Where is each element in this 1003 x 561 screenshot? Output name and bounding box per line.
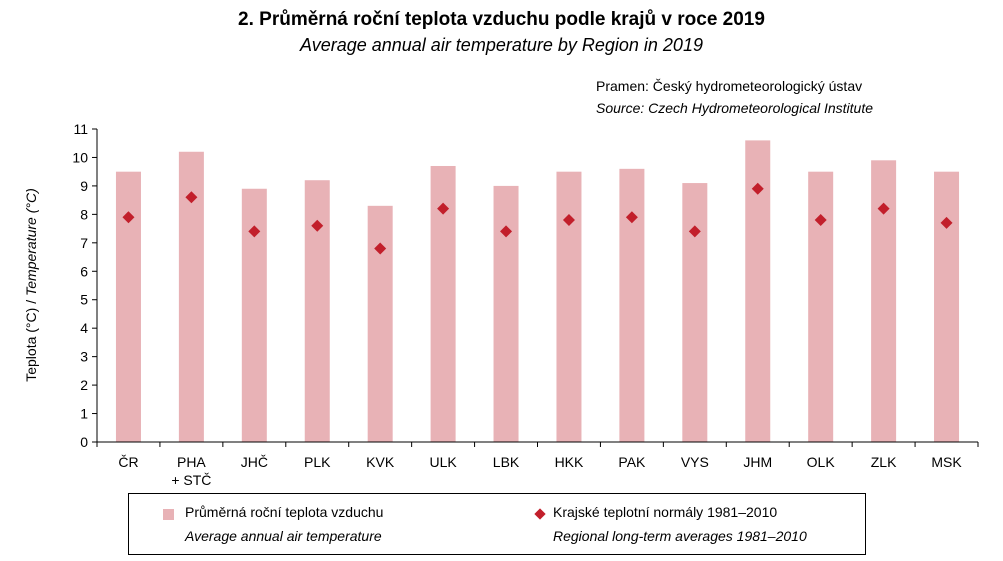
x-tick-label: KVK: [366, 454, 395, 470]
normal-marker: [688, 225, 701, 238]
y-tick-label: 4: [80, 320, 88, 336]
y-tick-label: 2: [80, 377, 88, 393]
source-en: Source: Czech Hydrometeorological Instit…: [596, 100, 874, 116]
y-axis-title-en: Temperature (°C): [23, 188, 39, 296]
bar: [934, 171, 960, 442]
bar: [493, 185, 519, 442]
normal-marker: [122, 211, 135, 224]
x-tick-label: PLK: [304, 454, 331, 470]
normal-marker: [751, 182, 764, 195]
chart-subtitle: Average annual air temperature by Region…: [300, 35, 703, 55]
legend-bar-label-en: Average annual air temperature: [185, 528, 382, 544]
y-axis-title-cz: Teplota (°C) /: [23, 296, 39, 382]
y-tick-label: 8: [80, 206, 88, 222]
y-tick-label: 9: [80, 178, 88, 194]
bar: [304, 180, 330, 442]
normal-marker: [877, 202, 890, 215]
legend-marker-swatch: [534, 508, 546, 520]
normal-marker: [437, 202, 450, 215]
legend-marker-label-en: Regional long-term averages 1981–2010: [553, 528, 807, 544]
y-tick-label: 0: [80, 434, 88, 450]
normal-marker: [562, 214, 575, 227]
x-tick-label: PAK: [618, 454, 646, 470]
x-tick-label: LBK: [493, 454, 520, 470]
chart-area: 0 1 2 3 4 5 6 7 8 9 10 11 ČR PHA + STČ JHČ PLK KVK ULK LBK H…: [23, 121, 979, 488]
x-tick-label: ČR: [118, 454, 138, 470]
x-tick-label: PHA: [177, 454, 206, 470]
y-tick-label: 6: [80, 263, 88, 279]
source-cz: Pramen: Český hydrometeorologický ústav: [596, 78, 863, 94]
normal-marker: [311, 219, 324, 232]
y-tick-label: 3: [80, 349, 88, 365]
y-tick-label: 11: [73, 121, 88, 137]
x-tick-label: JHM: [743, 454, 772, 470]
legend-marker-label: Krajské teplotní normály 1981–2010: [553, 504, 778, 520]
x-tick-label: ZLK: [871, 454, 897, 470]
x-tick-label: JHČ: [241, 454, 268, 470]
y-tick-label: 10: [72, 149, 88, 165]
chart-title: 2. Průměrná roční teplota vzduchu podle …: [238, 9, 765, 30]
bar: [871, 160, 897, 443]
bar: [619, 168, 645, 442]
x-tick-label: + STČ: [171, 472, 211, 488]
x-tick-label: MSK: [931, 454, 962, 470]
y-tick-label: 7: [80, 235, 88, 251]
normal-marker: [625, 211, 638, 224]
bar: [808, 171, 834, 442]
legend: Průměrná roční teplota vzduchu Average a…: [128, 493, 866, 555]
normal-marker: [185, 191, 198, 204]
x-tick-label: OLK: [807, 454, 836, 470]
x-tick-label: ULK: [429, 454, 457, 470]
bar: [367, 205, 393, 442]
normal-marker: [814, 214, 827, 227]
normal-marker: [500, 225, 513, 238]
normal-marker: [940, 216, 953, 229]
normal-marker: [374, 242, 387, 255]
x-tick-label: VYS: [681, 454, 709, 470]
legend-bar-swatch: [163, 509, 174, 520]
normal-marker: [248, 225, 261, 238]
y-tick-label: 5: [80, 292, 88, 308]
y-tick-label: 1: [80, 406, 88, 422]
legend-bar-label: Průměrná roční teplota vzduchu: [185, 504, 384, 520]
y-axis-title: Teplota (°C) / Temperature (°C): [23, 188, 39, 382]
x-tick-label: HKK: [555, 454, 584, 470]
bar: [682, 183, 708, 442]
bar: [556, 171, 582, 442]
